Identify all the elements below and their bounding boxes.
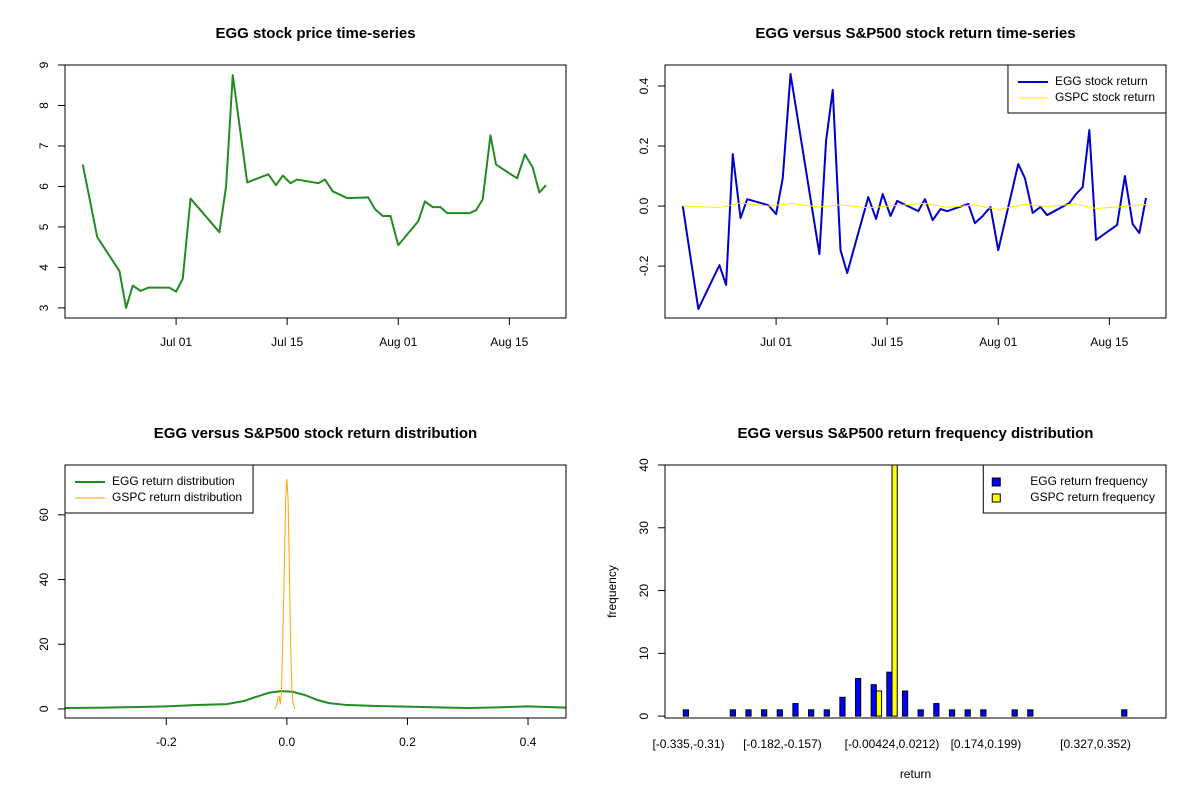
x-tick-label: Aug 01 xyxy=(379,335,417,349)
y-tick-label: 30 xyxy=(637,521,651,535)
series-line xyxy=(81,74,547,309)
x-axis-title: return xyxy=(900,767,931,781)
y-tick-label: 6 xyxy=(37,183,51,190)
y-tick-label: 0 xyxy=(637,712,651,719)
bar xyxy=(1121,709,1128,717)
legend-label: EGG return frequency xyxy=(1030,474,1147,488)
bar xyxy=(682,709,689,717)
bar xyxy=(891,465,898,717)
plot-frame xyxy=(664,464,1167,719)
x-tick-label: -0.2 xyxy=(156,735,177,749)
bar xyxy=(729,709,736,717)
y-axis-title: frequency xyxy=(605,565,619,618)
legend-label: GSPC stock return xyxy=(1055,90,1155,104)
bar xyxy=(875,690,883,717)
legend-box xyxy=(982,464,1167,514)
x-tick-label: Aug 15 xyxy=(490,335,528,349)
legend-box xyxy=(64,464,254,514)
x-tick-label: Jul 15 xyxy=(271,335,303,349)
plot-area xyxy=(681,73,1147,310)
plot-area xyxy=(81,74,547,309)
legend-label: EGG stock return xyxy=(1055,74,1148,88)
x-tick-label: 0.2 xyxy=(399,735,416,749)
bar xyxy=(964,709,971,717)
bar xyxy=(1011,709,1018,717)
x-tick-label: Jul 01 xyxy=(160,335,192,349)
y-tick-label: -0.2 xyxy=(637,255,651,276)
bar xyxy=(933,703,940,717)
bar xyxy=(901,690,909,717)
plot-frame xyxy=(664,64,1167,319)
y-tick-label: 4 xyxy=(37,264,51,271)
series-line xyxy=(682,202,1147,211)
x-tick-label: [-0.00424,0.0212) xyxy=(845,737,940,751)
bar xyxy=(761,709,768,717)
y-tick-label: 9 xyxy=(37,61,51,68)
y-tick-label: 7 xyxy=(37,142,51,149)
chart-title: EGG versus S&P500 stock return time-seri… xyxy=(755,25,1075,42)
y-tick-label: 8 xyxy=(37,102,51,109)
x-tick-label: Aug 01 xyxy=(979,335,1017,349)
y-tick-label: 10 xyxy=(637,646,651,660)
x-tick-label: 0.0 xyxy=(279,735,296,749)
x-tick-label: Jul 15 xyxy=(871,335,903,349)
bar xyxy=(792,703,799,717)
y-tick-label: 0.0 xyxy=(637,197,651,214)
bar xyxy=(1027,709,1034,717)
x-tick-label: 0.4 xyxy=(520,735,537,749)
x-tick-label: Jul 01 xyxy=(760,335,792,349)
bar xyxy=(948,709,956,717)
y-tick-label: 5 xyxy=(37,223,51,230)
plot-frame xyxy=(64,64,567,319)
plot-area xyxy=(682,465,1128,717)
chart-title: EGG versus S&P500 return frequency distr… xyxy=(738,425,1094,442)
legend-swatch xyxy=(991,477,1001,487)
plot-area xyxy=(65,478,566,710)
y-tick-label: 20 xyxy=(37,637,51,651)
bar xyxy=(980,709,987,717)
y-tick-label: 0.4 xyxy=(637,77,651,94)
y-tick-label: 0.2 xyxy=(637,137,651,154)
x-tick-label: [0.174,0.199) xyxy=(951,737,1022,751)
bar xyxy=(886,671,893,717)
bar xyxy=(776,709,783,717)
legend-label: GSPC return frequency xyxy=(1030,490,1155,504)
bar xyxy=(808,709,815,717)
legend: EGG return distribution GSPC return distr… xyxy=(64,464,254,514)
x-tick-label: [-0.335,-0.31) xyxy=(652,737,724,751)
bar xyxy=(854,677,862,717)
y-tick-label: 0 xyxy=(37,705,51,712)
y-tick-label: 60 xyxy=(37,508,51,522)
bar xyxy=(870,684,877,717)
legend-label: EGG return distribution xyxy=(112,474,235,488)
legend: EGG return frequency GSPC return frequenc… xyxy=(982,464,1167,514)
bar xyxy=(917,709,924,717)
plot-frame xyxy=(64,464,567,719)
y-tick-label: 20 xyxy=(637,584,651,598)
legend-swatch xyxy=(991,493,1001,503)
x-tick-label: [-0.182,-0.157) xyxy=(743,737,822,751)
legend-label: GSPC return distribution xyxy=(112,490,242,504)
chart-title: EGG versus S&P500 stock return distribut… xyxy=(154,425,477,442)
bar xyxy=(745,709,752,717)
legend: EGG stock return GSPC stock return xyxy=(1007,64,1167,114)
series-line xyxy=(65,690,566,709)
bar xyxy=(823,709,830,717)
chart-title: EGG stock price time-series xyxy=(215,25,415,42)
y-tick-label: 3 xyxy=(37,304,51,311)
legend-box xyxy=(1007,64,1167,114)
y-tick-label: 40 xyxy=(637,458,651,472)
series-line xyxy=(681,73,1147,310)
x-tick-label: Aug 15 xyxy=(1090,335,1128,349)
bar xyxy=(839,696,846,717)
x-tick-label: [0.327,0.352) xyxy=(1060,737,1131,751)
series-line xyxy=(274,478,296,710)
y-tick-label: 40 xyxy=(37,573,51,587)
